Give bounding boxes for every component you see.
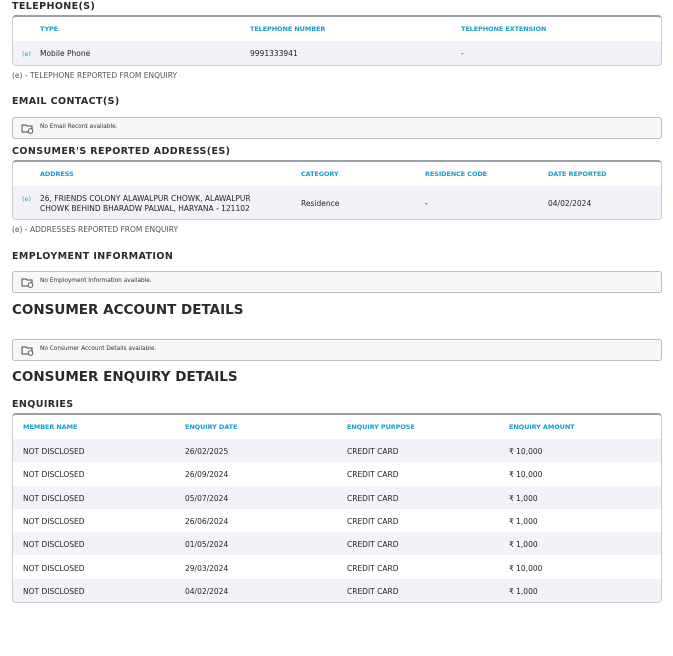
accounts-heading: CONSUMER ACCOUNT DETAILS [12, 302, 244, 318]
enquiry-date: 26/09/2024 [185, 470, 229, 480]
folder-info-icon [21, 278, 34, 288]
telephones-heading: TELEPHONE(S) [12, 1, 96, 12]
email-empty-box: No Email Record available. [12, 117, 662, 139]
table-row: NOT DISCLOSED 26/02/2025 CREDIT CARD ₹ 10,0… [13, 439, 661, 463]
member-name: NOT DISCLOSED [23, 516, 85, 526]
enquiry-amount: ₹ 10,000 [509, 447, 543, 456]
enquiry-date: 04/02/2024 [185, 586, 229, 596]
telephones-table: TYPE TELEPHONE NUMBER TELEPHONE EXTENSIO… [12, 15, 662, 66]
table-row: NOT DISCLOSED 01/05/2024 CREDIT CARD ₹ 1,00… [13, 532, 661, 556]
folder-info-icon [21, 124, 34, 134]
email-empty-text: No Email Record available. [40, 124, 118, 130]
member-name: NOT DISCLOSED [23, 563, 85, 573]
col-header: DATE REPORTED [548, 170, 607, 178]
col-header: TELEPHONE NUMBER [250, 25, 326, 33]
member-name: NOT DISCLOSED [23, 470, 85, 480]
enquiry-flag: (e) [22, 50, 32, 58]
table-row: NOT DISCLOSED 26/06/2024 CREDIT CARD ₹ 1,00… [13, 509, 661, 532]
email-heading: EMAIL CONTACT(S) [12, 96, 120, 107]
enquiry-date: 26/02/2025 [185, 447, 229, 456]
enquiry-purpose: CREDIT CARD [347, 563, 399, 573]
enquiry-flag: (e) [22, 195, 32, 203]
enquiry-amount: ₹ 1,000 [509, 540, 538, 550]
residence-code: - [425, 199, 428, 208]
table-row: (e) Mobile Phone 9991333941 - [13, 41, 661, 65]
employment-empty-box: No Employment Information available. [12, 271, 662, 293]
member-name: NOT DISCLOSED [23, 540, 85, 550]
enquiry-amount: ₹ 1,000 [509, 516, 538, 526]
addresses-table: ADDRESS CATEGORY RESIDENCE CODE DATE REP… [12, 160, 662, 220]
table-row: NOT DISCLOSED 29/03/2024 CREDIT CARD ₹ 10,0… [13, 556, 661, 579]
employment-heading: EMPLOYMENT INFORMATION [12, 251, 174, 262]
table-row: NOT DISCLOSED 26/09/2024 CREDIT CARD ₹ 10,0… [13, 462, 661, 485]
enquiry-date: 01/05/2024 [185, 540, 229, 550]
col-header: RESIDENCE CODE [425, 170, 488, 178]
folder-info-icon [21, 346, 34, 356]
category: Residence [301, 199, 340, 208]
address: 26, FRIENDS COLONY ALAWALPUR CHOWK, ALAW… [40, 194, 251, 213]
accounts-empty-box: No Consumer Account Details available. [12, 339, 662, 361]
addresses-note: (e) - ADDRESSES REPORTED FROM ENQUIRY [12, 225, 179, 234]
enquiry-amount: ₹ 10,000 [509, 563, 543, 573]
enquiry-amount: ₹ 1,000 [509, 586, 538, 596]
enquiries-table: MEMBER NAME ENQUIRY DATE ENQUIRY PURPOSE… [12, 413, 662, 603]
enquiry-purpose: CREDIT CARD [347, 540, 399, 550]
member-name: NOT DISCLOSED [23, 586, 85, 596]
employment-empty-text: No Employment Information available. [40, 278, 152, 284]
col-header: ENQUIRY PURPOSE [347, 423, 415, 431]
enquiries-subheading: ENQUIRIES [12, 399, 74, 410]
col-header: MEMBER NAME [23, 423, 78, 431]
member-name: NOT DISCLOSED [23, 447, 85, 456]
col-header: TELEPHONE EXTENSION [461, 25, 547, 33]
col-header: TYPE [40, 25, 58, 33]
enquiry-details-heading: CONSUMER ENQUIRY DETAILS [12, 369, 238, 385]
date-reported: 04/02/2024 [548, 199, 592, 208]
enquiry-purpose: CREDIT CARD [347, 447, 399, 456]
enquiry-amount: ₹ 10,000 [509, 470, 543, 480]
addresses-heading: CONSUMER'S REPORTED ADDRESS(ES) [12, 146, 231, 157]
table-row: (e) 26, FRIENDS COLONY ALAWALPUR CHOWK, … [13, 186, 661, 219]
enquiry-date: 26/06/2024 [185, 516, 229, 526]
col-header: ADDRESS [40, 170, 74, 178]
phone-extension: - [461, 49, 464, 58]
table-row: NOT DISCLOSED 04/02/2024 CREDIT CARD ₹ 1,00… [13, 578, 661, 602]
phone-number: 9991333941 [250, 49, 298, 58]
enquiry-purpose: CREDIT CARD [347, 586, 399, 596]
enquiry-date: 29/03/2024 [185, 563, 229, 573]
member-name: NOT DISCLOSED [23, 493, 85, 503]
telephones-note: (e) - TELEPHONE REPORTED FROM ENQUIRY [12, 71, 178, 80]
enquiry-date: 05/07/2024 [185, 493, 229, 503]
enquiry-amount: ₹ 1,000 [509, 493, 538, 503]
col-header: ENQUIRY AMOUNT [509, 423, 575, 431]
col-header: ENQUIRY DATE [185, 423, 238, 431]
col-header: CATEGORY [301, 170, 339, 178]
table-row: NOT DISCLOSED 05/07/2024 CREDIT CARD ₹ 1,00… [13, 485, 661, 509]
accounts-empty-text: No Consumer Account Details available. [40, 346, 157, 352]
phone-type: Mobile Phone [40, 49, 91, 58]
enquiry-purpose: CREDIT CARD [347, 516, 399, 526]
enquiry-purpose: CREDIT CARD [347, 470, 399, 480]
enquiry-purpose: CREDIT CARD [347, 493, 399, 503]
